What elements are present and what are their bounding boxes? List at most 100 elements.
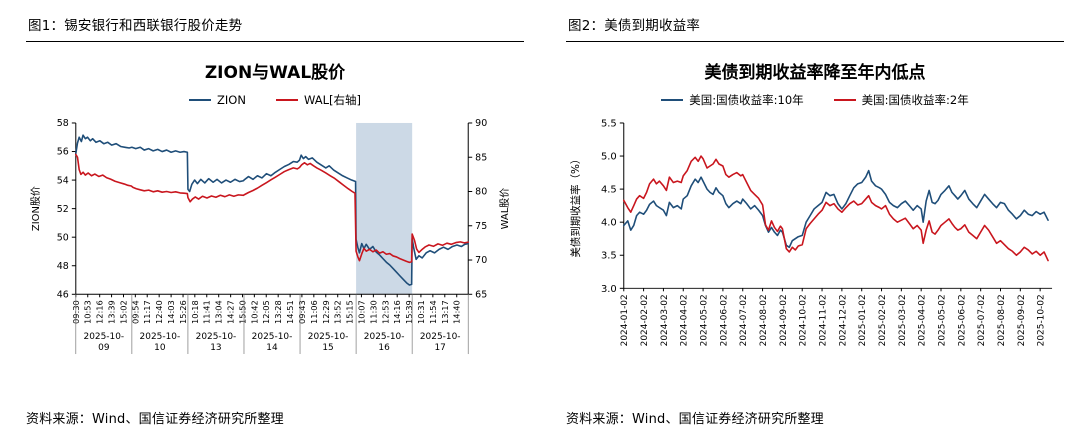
svg-text:14:40: 14:40 (452, 300, 462, 324)
svg-text:WAL股价: WAL股价 (499, 188, 511, 230)
svg-text:4.5: 4.5 (601, 185, 617, 196)
figure2-source: 资料来源：Wind、国信证券经济研究所整理 (566, 412, 824, 427)
legend-item-wal: WAL[右轴] (275, 92, 361, 108)
svg-text:2025-10-: 2025-10- (140, 332, 181, 342)
svg-text:12:16: 12:16 (95, 300, 105, 324)
svg-text:14:16: 14:16 (392, 300, 402, 324)
svg-text:2025-09-02: 2025-09-02 (1017, 294, 1027, 346)
svg-text:10:07: 10:07 (356, 300, 366, 324)
figure1-caption: 图1：锡安银行和西联银行股价走势 (28, 18, 243, 34)
svg-text:2024-03-02: 2024-03-02 (660, 294, 670, 346)
svg-text:50: 50 (57, 232, 69, 243)
svg-text:2025-01-02: 2025-01-02 (858, 294, 868, 346)
svg-text:46: 46 (57, 289, 69, 300)
svg-text:ZION股价: ZION股价 (30, 186, 42, 231)
svg-text:2025-10-: 2025-10- (420, 332, 461, 342)
svg-text:52: 52 (57, 204, 69, 215)
svg-text:11:06: 11:06 (309, 300, 319, 324)
svg-text:56: 56 (57, 147, 69, 158)
svg-text:15: 15 (322, 343, 333, 353)
svg-text:5.0: 5.0 (601, 152, 617, 163)
svg-text:2024-10-02: 2024-10-02 (799, 294, 809, 346)
svg-text:12:05: 12:05 (261, 300, 271, 324)
svg-text:2025-04-02: 2025-04-02 (918, 294, 928, 346)
svg-text:12:40: 12:40 (154, 300, 164, 324)
svg-text:4.0: 4.0 (601, 218, 617, 229)
svg-text:09: 09 (98, 343, 110, 353)
svg-text:80: 80 (475, 187, 487, 198)
figure2-caption-underline (566, 41, 1064, 42)
svg-text:90: 90 (475, 118, 487, 129)
svg-text:2025-10-: 2025-10- (84, 332, 125, 342)
svg-text:14:03: 14:03 (166, 300, 176, 324)
figure2-chart: 3.0 3.5 4.0 4.5 5.0 5.5 2024-01-02 2024-02-02 20… (569, 118, 1053, 346)
svg-text:2025-07-02: 2025-07-02 (977, 294, 987, 346)
figure1-legend: ZION WAL[右轴] (26, 92, 524, 108)
svg-text:2024-05-02: 2024-05-02 (700, 294, 710, 346)
svg-text:85: 85 (475, 152, 487, 163)
svg-text:5.5: 5.5 (601, 118, 617, 129)
svg-text:3.0: 3.0 (601, 284, 617, 295)
svg-text:70: 70 (475, 255, 487, 266)
svg-text:2025-10-: 2025-10- (364, 332, 405, 342)
figure1-source: 资料来源：Wind、国信证券经济研究所整理 (26, 412, 284, 427)
legend-label-zion: ZION (217, 93, 246, 107)
figure2-legend: 美国:国债收益率:10年 美国:国债收益率:2年 (566, 92, 1064, 108)
us10y-line-swatch (661, 98, 684, 102)
legend-item-zion: ZION (189, 93, 246, 107)
svg-text:13:04: 13:04 (214, 300, 224, 324)
svg-text:10:42: 10:42 (249, 300, 259, 324)
svg-text:2025-10-02: 2025-10-02 (1037, 294, 1047, 346)
svg-text:12:53: 12:53 (380, 300, 390, 324)
svg-text:58: 58 (57, 118, 69, 129)
svg-text:15:02: 15:02 (118, 300, 128, 324)
figure2-chart-title: 美债到期收益率降至年内低点 (704, 63, 926, 83)
svg-text:09:43: 09:43 (297, 300, 307, 324)
svg-text:10:53: 10:53 (83, 300, 93, 324)
svg-text:14:51: 14:51 (285, 300, 295, 324)
svg-text:10:18: 10:18 (190, 300, 200, 324)
svg-text:2024-06-02: 2024-06-02 (719, 294, 729, 346)
svg-text:2024-02-02: 2024-02-02 (640, 294, 650, 346)
svg-text:75: 75 (475, 221, 487, 232)
svg-text:2025-08-02: 2025-08-02 (997, 294, 1007, 346)
us2y-line-swatch (833, 98, 856, 102)
zion-line-swatch (189, 98, 212, 102)
svg-text:2025-10-: 2025-10- (196, 332, 237, 342)
legend-item-us10y: 美国:国债收益率:10年 (661, 92, 804, 108)
svg-text:2024-04-02: 2024-04-02 (680, 294, 690, 346)
svg-text:13:39: 13:39 (107, 300, 117, 324)
svg-text:2025-10-: 2025-10- (252, 332, 293, 342)
svg-text:11:54: 11:54 (428, 300, 438, 324)
figure2-caption: 图2：美债到期收益率 (568, 18, 701, 34)
svg-text:13:28: 13:28 (273, 300, 283, 324)
svg-text:15:26: 15:26 (178, 300, 188, 324)
svg-text:2025-02-02: 2025-02-02 (878, 294, 888, 346)
svg-text:12:29: 12:29 (321, 300, 331, 324)
svg-text:2024-11-02: 2024-11-02 (819, 294, 829, 346)
svg-text:16: 16 (378, 343, 390, 353)
svg-text:10: 10 (154, 343, 166, 353)
legend-label-us2y: 美国:国债收益率:2年 (861, 93, 969, 107)
figure-1: 图1：锡安银行和西联银行股价走势 ZION与WAL股价 ZION WAL[右轴]… (26, 18, 524, 427)
svg-text:11:30: 11:30 (368, 300, 378, 324)
svg-text:13:17: 13:17 (440, 300, 450, 324)
svg-text:2024-09-02: 2024-09-02 (779, 294, 789, 346)
svg-text:15:39: 15:39 (404, 300, 414, 324)
svg-text:15:50: 15:50 (238, 300, 248, 324)
svg-text:2024-01-02: 2024-01-02 (620, 294, 630, 346)
svg-text:11:17: 11:17 (142, 300, 152, 324)
svg-text:2024-07-02: 2024-07-02 (739, 294, 749, 346)
legend-label-wal: WAL[右轴] (303, 93, 361, 107)
wal-line-swatch (275, 98, 298, 102)
svg-text:65: 65 (475, 289, 487, 300)
svg-text:2024-12-02: 2024-12-02 (838, 294, 848, 346)
svg-text:15:15: 15:15 (345, 300, 355, 324)
svg-text:14: 14 (266, 343, 278, 353)
legend-item-us2y: 美国:国债收益率:2年 (833, 92, 969, 108)
svg-text:14:27: 14:27 (226, 300, 236, 324)
svg-text:2025-03-02: 2025-03-02 (898, 294, 908, 346)
legend-label-us10y: 美国:国债收益率:10年 (689, 93, 804, 107)
